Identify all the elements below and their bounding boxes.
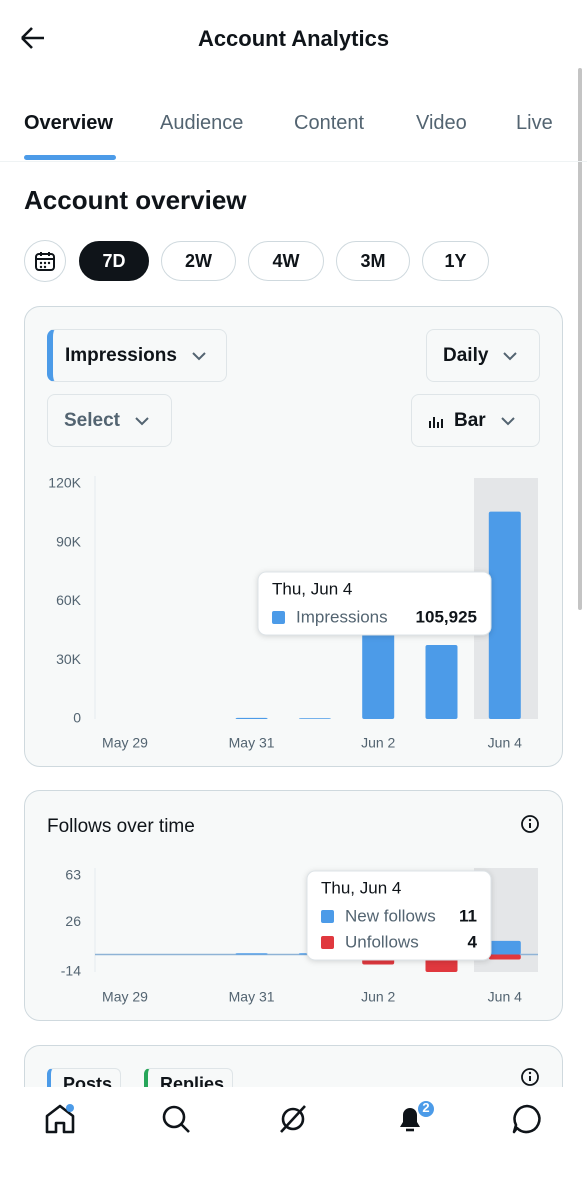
notifications-icon[interactable] xyxy=(394,1101,434,1137)
scrollbar xyxy=(578,68,582,610)
metric-dropdown[interactable]: Impressions xyxy=(47,329,227,382)
tooltip-value: 105,925 xyxy=(416,607,477,626)
range-button[interactable]: 7D xyxy=(79,241,149,281)
impressions-chart: 0 30K 60K 90K 120K May 29 May 31 Jun 2 Jun 4 Thu,… xyxy=(48,475,538,751)
tooltip-value: 4 xyxy=(468,932,478,951)
x-tick-label: May 31 xyxy=(229,735,275,751)
tooltip-title: Thu, Jun 4 xyxy=(321,878,401,897)
tooltip-title: Thu, Jun 4 xyxy=(272,579,352,598)
x-tick-label: May 29 xyxy=(102,735,148,751)
impressions-card xyxy=(24,306,563,767)
tab[interactable]: Overview xyxy=(24,112,113,134)
home-icon[interactable] xyxy=(43,1102,77,1136)
tab[interactable]: Video xyxy=(416,112,467,134)
info-icon[interactable] xyxy=(520,1067,540,1087)
y-tick-label: 90K xyxy=(56,533,82,549)
x-tick-label: Jun 4 xyxy=(488,989,522,1005)
y-tick-label: 120K xyxy=(48,475,81,491)
tab[interactable]: Content xyxy=(294,112,365,134)
x-tick-label: May 29 xyxy=(102,989,148,1005)
bar xyxy=(235,717,268,719)
bottom-nav: 2 xyxy=(0,1087,587,1200)
page-title: Account Analytics xyxy=(197,26,390,51)
compare-dropdown[interactable]: Select xyxy=(47,394,172,447)
y-tick-label: 63 xyxy=(65,867,81,883)
x-tick-label: Jun 4 xyxy=(488,735,522,751)
x-tick-label: May 31 xyxy=(229,989,275,1005)
bar xyxy=(425,644,458,719)
calendar-button[interactable] xyxy=(24,240,66,282)
y-tick-label: 60K xyxy=(56,592,82,608)
x-tick-label: Jun 2 xyxy=(361,989,395,1005)
tooltip xyxy=(306,870,492,961)
dropdown-label: Bar xyxy=(454,409,486,431)
tooltip-series: Impressions xyxy=(296,607,388,626)
tab[interactable]: Live xyxy=(516,112,553,134)
back-button[interactable] xyxy=(18,24,48,52)
info-icon[interactable] xyxy=(520,814,540,834)
dropdown-label: Impressions xyxy=(65,344,177,366)
tab[interactable]: Audience xyxy=(160,112,244,134)
range-button[interactable]: 4W xyxy=(248,241,324,281)
tooltip-swatch xyxy=(272,611,285,624)
y-tick-label: 26 xyxy=(65,913,81,929)
interval-dropdown[interactable]: Daily xyxy=(426,329,540,382)
chart-type-dropdown[interactable]: Bar xyxy=(411,394,540,447)
bar xyxy=(488,511,521,719)
bar xyxy=(235,953,268,955)
bar xyxy=(298,718,331,719)
tooltip xyxy=(257,571,492,636)
y-tick-label: 30K xyxy=(56,651,82,667)
section-title: Account overview xyxy=(24,185,247,215)
tooltip-swatch xyxy=(321,936,334,949)
card-title: Follows over time xyxy=(47,816,195,837)
follows-chart: -14 26 63 May 29 May 31 Jun 2 Jun 4 Thu, Jun 4 N… xyxy=(61,867,538,1005)
bar xyxy=(362,625,395,719)
notification-badge: 2 xyxy=(422,1100,430,1115)
tooltip-series: Unfollows xyxy=(345,932,419,951)
grok-icon[interactable] xyxy=(277,1103,309,1135)
bar xyxy=(488,940,521,955)
search-icon[interactable] xyxy=(160,1103,192,1135)
bar xyxy=(488,954,521,960)
y-tick-label: -14 xyxy=(61,963,81,979)
range-button[interactable]: 3M xyxy=(336,241,410,281)
messages-icon[interactable] xyxy=(511,1103,543,1135)
dropdown-label: Daily xyxy=(443,344,489,366)
tooltip-swatch xyxy=(321,910,334,923)
tab-indicator xyxy=(24,155,116,160)
dropdown-label: Select xyxy=(64,409,120,431)
x-tick-label: Jun 2 xyxy=(361,735,395,751)
divider xyxy=(0,161,587,162)
tooltip-value: 11 xyxy=(459,906,477,925)
tooltip-series: New follows xyxy=(345,906,436,925)
range-button[interactable]: 2W xyxy=(161,241,236,281)
range-button[interactable]: 1Y xyxy=(422,241,489,281)
y-tick-label: 0 xyxy=(73,710,81,726)
